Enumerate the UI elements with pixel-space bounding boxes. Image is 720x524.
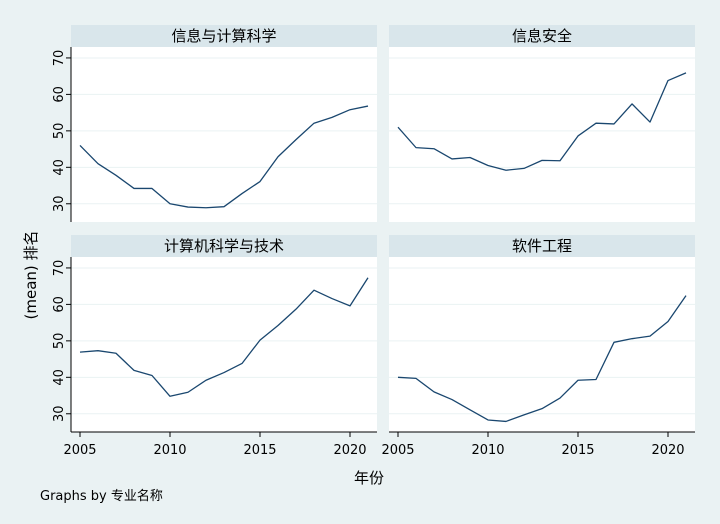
- panel-2: 信息安全: [389, 25, 695, 222]
- x-tick-label: 2010: [153, 443, 186, 458]
- plot-area: [71, 47, 377, 222]
- plot-area: [389, 47, 695, 222]
- y-tick-label: 40: [52, 369, 67, 386]
- x-tick-label: 2020: [333, 443, 366, 458]
- panel-title: 计算机科学与技术: [164, 237, 284, 255]
- x-tick-label: 2015: [243, 443, 276, 458]
- y-tick-label: 30: [52, 405, 67, 422]
- plot-area: [71, 257, 377, 432]
- y-tick-label: 40: [52, 159, 67, 176]
- y-tick-label: 70: [52, 50, 67, 67]
- panel-4: 软件工程: [389, 235, 695, 433]
- panel-strip: [71, 235, 377, 257]
- x-tick-label: 2005: [63, 443, 96, 458]
- panel-3: 计算机科学与技术: [70, 235, 377, 433]
- x-tick-label: 2015: [561, 443, 594, 458]
- panel-title: 信息与计算科学: [171, 27, 276, 45]
- y-tick-label: 60: [52, 296, 67, 313]
- y-tick-label: 50: [52, 123, 67, 140]
- x-axis-title: 年份: [354, 469, 384, 487]
- panel-strip: [71, 25, 377, 47]
- y-axis-title: (mean) 排名: [22, 230, 40, 319]
- plot-area: [389, 257, 695, 432]
- series-line: [397, 295, 687, 423]
- panel-strip: [389, 25, 695, 47]
- y-tick-label: 70: [52, 260, 67, 277]
- panel-strip: [389, 235, 695, 257]
- panel-title: 信息安全: [512, 27, 572, 45]
- panel-title: 软件工程: [512, 237, 572, 255]
- y-axis-ticks: 30 40 50 60 70 30 40 50 60 70: [52, 50, 71, 422]
- graphs-by-note: Graphs by 专业名称: [40, 488, 163, 504]
- y-tick-label: 60: [52, 86, 67, 103]
- x-axis-ticks: 2005 2010 2015 2020 2005 2010 2015 2020: [63, 432, 685, 458]
- panel-1: 信息与计算科学: [70, 25, 377, 222]
- x-tick-label: 2005: [381, 443, 414, 458]
- x-tick-label: 2010: [471, 443, 504, 458]
- series-line: [79, 105, 369, 209]
- x-tick-label: 2020: [651, 443, 684, 458]
- series-line: [397, 72, 687, 171]
- y-tick-label: 50: [52, 333, 67, 350]
- series-line: [79, 277, 369, 397]
- y-tick-label: 30: [52, 195, 67, 212]
